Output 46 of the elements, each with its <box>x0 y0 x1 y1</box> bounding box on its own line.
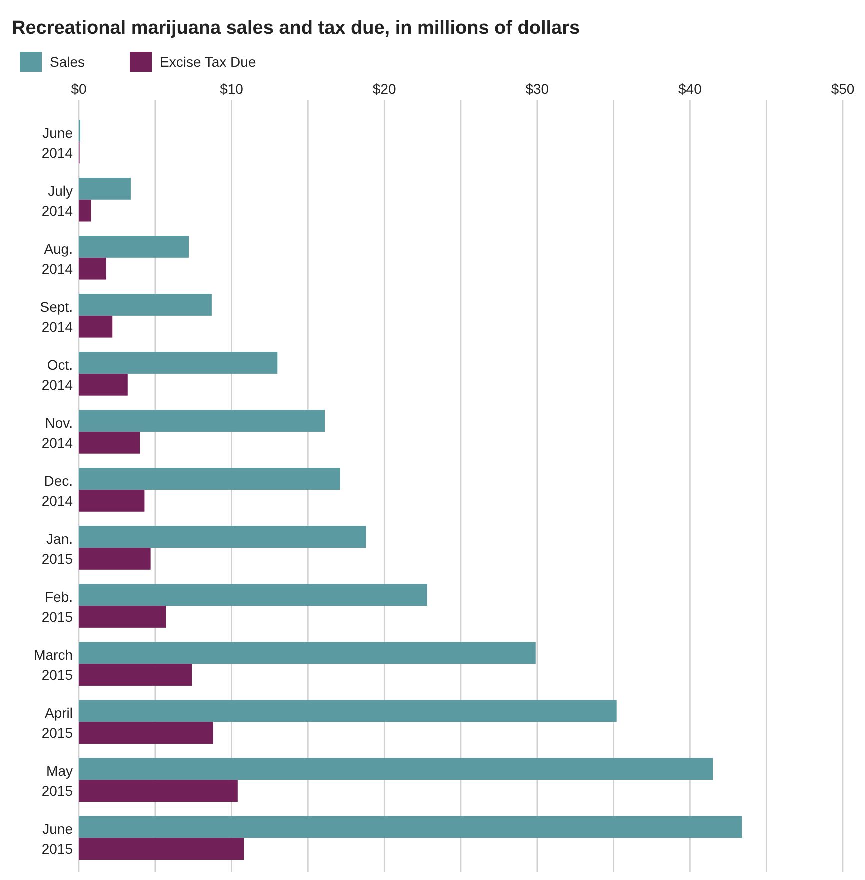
y-tick-label: March 2015 <box>34 647 74 684</box>
bar <box>79 606 166 628</box>
y-tick-label: July 2014 <box>42 182 74 219</box>
bar <box>79 526 366 548</box>
y-tick-label: Oct. 2014 <box>42 356 74 393</box>
bar <box>79 722 214 744</box>
y-tick-label: Jan. 2015 <box>42 531 74 568</box>
bar <box>79 664 192 686</box>
y-tick-label: Feb. 2015 <box>42 589 74 626</box>
bar <box>79 432 140 454</box>
x-tick-label: $40 <box>678 81 702 97</box>
legend-label: Excise Tax Due <box>160 54 256 70</box>
y-tick-label: April 2015 <box>42 705 74 742</box>
x-tick-label: $50 <box>831 81 855 97</box>
y-tick-label: Sept. 2014 <box>40 298 74 335</box>
bar <box>79 642 536 664</box>
bar <box>79 316 113 338</box>
bar <box>79 816 742 838</box>
y-tick-label: June 2014 <box>42 124 74 161</box>
y-tick-label: Nov. 2014 <box>42 414 74 451</box>
y-tick-label: June 2015 <box>42 821 74 858</box>
bar <box>79 584 428 606</box>
bar <box>79 352 278 374</box>
bar <box>79 258 107 280</box>
bar <box>79 178 131 200</box>
x-tick-label: $10 <box>220 81 244 97</box>
y-tick-label: Aug. 2014 <box>42 240 74 277</box>
bar <box>79 200 92 222</box>
bar <box>79 780 238 802</box>
y-tick-label: Dec. 2014 <box>42 473 74 509</box>
bar <box>79 548 151 570</box>
bar <box>79 236 190 258</box>
bar <box>79 294 212 316</box>
bar <box>79 468 340 490</box>
bar <box>79 410 326 432</box>
bar <box>79 838 244 860</box>
bar <box>79 700 617 722</box>
chart-title: Recreational marijuana sales and tax due, in millions of dollars <box>12 18 580 39</box>
bar <box>79 758 714 780</box>
x-tick-label: $0 <box>71 81 87 97</box>
x-tick-label: $20 <box>372 81 396 97</box>
y-tick-label: May 2015 <box>42 763 74 800</box>
bar <box>79 490 145 512</box>
x-tick-label: $30 <box>526 81 550 97</box>
legend-label: Sales <box>50 54 86 70</box>
bar <box>79 374 128 396</box>
